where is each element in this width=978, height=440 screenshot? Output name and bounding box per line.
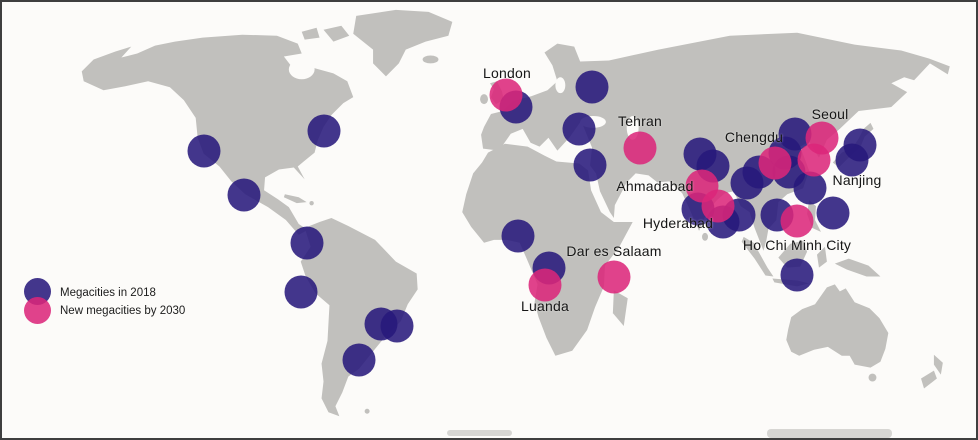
city-label: Seoul — [811, 106, 849, 122]
city-label: Ahmadabad — [616, 178, 694, 194]
java — [772, 278, 810, 287]
falkland-islands — [364, 408, 370, 414]
madagascar — [612, 290, 628, 327]
greenland — [353, 9, 453, 77]
new-zealand — [921, 354, 943, 389]
city-label: Dar es Salaam — [566, 243, 662, 259]
city-label: Luanda — [521, 298, 569, 314]
iceland — [422, 55, 439, 64]
black-sea — [580, 115, 606, 128]
tasmania — [868, 373, 877, 382]
city-label: London — [483, 65, 531, 81]
united-kingdom — [489, 81, 504, 105]
city-label: Nanjing — [832, 172, 882, 188]
legend-label-2018: Megacities in 2018 — [60, 287, 156, 299]
legend-label-2030: New megacities by 2030 — [60, 305, 186, 317]
city-label: Ho Chi Minh City — [742, 237, 852, 253]
south-america — [300, 218, 418, 417]
philippines — [807, 200, 821, 232]
sri-lanka — [702, 232, 708, 241]
antarctica-edge — [767, 429, 892, 438]
sulawesi — [816, 246, 827, 268]
arctic-islands — [301, 25, 350, 42]
city-label: Chengdu — [724, 129, 784, 145]
africa — [462, 143, 633, 356]
sumatra — [741, 236, 774, 277]
caribbean-islands — [283, 194, 307, 204]
baltic-sea — [555, 77, 566, 94]
legend: Megacities in 2018 New megacities by 203… — [20, 274, 250, 332]
hudson-bay — [288, 59, 315, 80]
new-guinea — [834, 258, 881, 277]
new-megacity-2030-legend-circle-icon — [24, 297, 51, 324]
city-label: Hyderabad — [642, 215, 714, 231]
australia — [786, 284, 889, 368]
city-label: Tehran — [617, 113, 663, 129]
ireland — [480, 94, 489, 105]
antarctica-edge — [447, 430, 512, 436]
japan — [832, 122, 874, 168]
